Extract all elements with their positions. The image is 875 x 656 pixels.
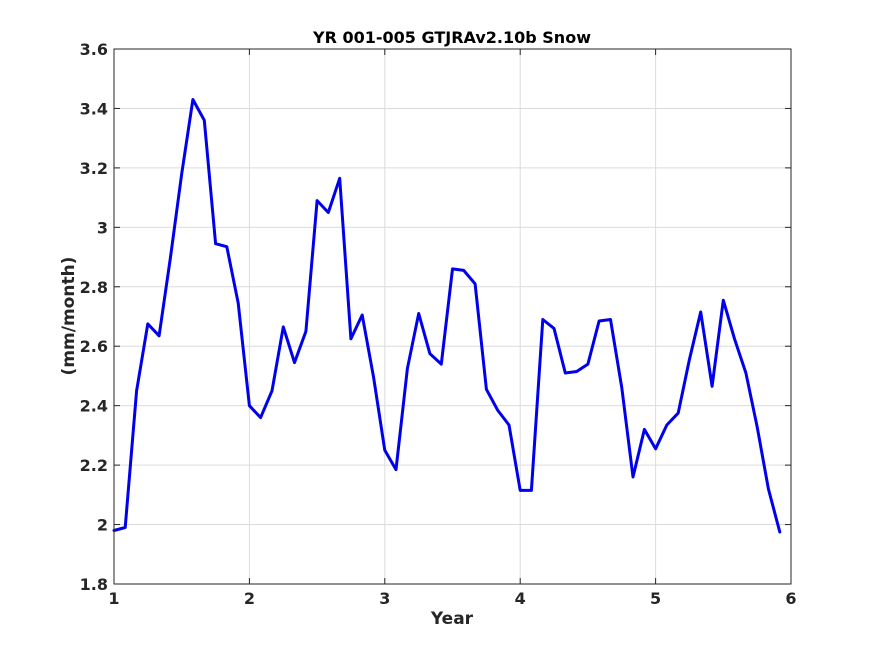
chart-title: YR 001-005 GTJRAv2.10b Snow — [312, 28, 591, 47]
grid-lines — [114, 49, 791, 584]
plot-frame — [113, 48, 792, 585]
y-tick-label: 2.8 — [80, 278, 108, 297]
x-tick-label: 3 — [379, 589, 390, 608]
y-tick-label: 2.2 — [80, 456, 108, 475]
plot-background — [114, 49, 791, 584]
x-tick-label: 6 — [785, 589, 796, 608]
y-axis-label: (mm/month) — [59, 257, 79, 376]
y-tick-label: 2 — [97, 516, 108, 535]
series-layer — [112, 98, 782, 534]
x-tick-label: 2 — [244, 589, 255, 608]
series-line — [112, 98, 782, 534]
y-tick-label: 2.4 — [80, 397, 108, 416]
x-axis-label: Year — [430, 609, 474, 629]
y-tick-label: 3.2 — [80, 159, 108, 178]
y-tick-label: 1.8 — [80, 575, 108, 594]
x-tick-label: 5 — [650, 589, 661, 608]
x-tick-label: 4 — [515, 589, 526, 608]
tick-marks — [113, 48, 792, 585]
plot-area — [112, 48, 792, 585]
x-tick-label: 1 — [108, 589, 119, 608]
y-tick-label: 3 — [97, 218, 108, 237]
y-tick-label: 2.6 — [80, 337, 108, 356]
y-tick-label: 3.4 — [80, 99, 108, 118]
y-tick-labels: 1.8 2 2.2 2.4 2.6 2.8 3 3.2 3.4 3.6 — [80, 40, 108, 594]
x-tick-labels: 1 2 3 4 5 6 — [108, 589, 796, 608]
y-tick-label: 3.6 — [80, 40, 108, 59]
